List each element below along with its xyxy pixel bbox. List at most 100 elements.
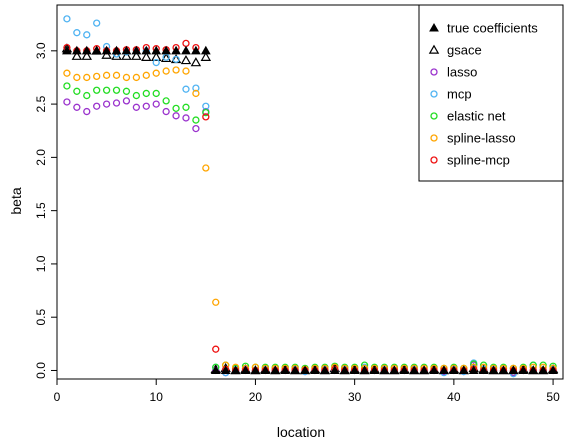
data-point (319, 365, 330, 375)
data-point (81, 45, 92, 55)
data-point (478, 365, 489, 375)
data-point (369, 365, 380, 375)
data-points (61, 15, 559, 378)
data-point (73, 29, 81, 37)
data-point (448, 365, 459, 375)
data-point (210, 365, 221, 375)
data-point (212, 298, 220, 306)
data-point (83, 73, 91, 82)
data-point (192, 124, 200, 133)
data-point (202, 108, 210, 117)
data-point (172, 112, 180, 120)
legend-marker (429, 22, 439, 32)
data-point (62, 45, 72, 55)
x-tick-label: 20 (249, 390, 263, 404)
data-point (240, 365, 251, 375)
data-point (200, 51, 212, 61)
data-point (112, 99, 121, 107)
data-point (290, 365, 301, 375)
y-tick-label: 1.5 (34, 202, 48, 219)
data-point (93, 72, 101, 81)
data-point (192, 116, 200, 124)
data-point (181, 45, 191, 55)
y-tick-label: 1.0 (34, 255, 48, 272)
data-point (389, 365, 400, 375)
data-point (83, 107, 91, 116)
y-tick-label: 2.0 (34, 149, 48, 166)
data-point (458, 365, 469, 375)
data-point (182, 67, 190, 75)
data-point (379, 365, 390, 375)
data-point (73, 73, 81, 82)
data-point (71, 50, 83, 60)
data-point (468, 365, 479, 375)
data-point (182, 85, 190, 93)
data-point (63, 15, 71, 23)
data-point (131, 50, 142, 60)
data-point (152, 58, 160, 67)
data-point (182, 103, 190, 111)
data-point (63, 82, 71, 90)
data-point (329, 365, 340, 375)
data-point (270, 365, 281, 375)
data-point (142, 89, 150, 98)
data-point (102, 100, 111, 108)
data-point (498, 365, 509, 375)
legend-marker (430, 68, 438, 76)
data-point (182, 114, 190, 122)
data-point (122, 97, 131, 105)
data-point (73, 103, 81, 111)
legend-box (418, 4, 564, 182)
data-point (280, 365, 291, 375)
data-point (488, 365, 499, 375)
legend-marker (428, 44, 440, 54)
data-point (132, 91, 141, 100)
data-point (152, 89, 160, 98)
data-point (150, 51, 162, 61)
data-point (83, 31, 91, 39)
legend-marker (430, 112, 438, 120)
data-point (180, 54, 192, 65)
y-tick-label: 3.0 (34, 42, 48, 59)
x-tick-label: 40 (447, 390, 461, 404)
y-axis-title: beta (8, 187, 24, 214)
y-tick-label: 0.0 (34, 362, 48, 379)
legend-label: spline-lasso (447, 131, 516, 146)
data-point (162, 67, 170, 75)
data-point (230, 365, 241, 375)
legend-label: true coefficients (447, 21, 538, 36)
data-point (111, 45, 122, 55)
data-point (260, 365, 271, 375)
data-point (202, 113, 210, 121)
data-point (172, 66, 180, 74)
data-point (71, 45, 82, 55)
data-point (190, 57, 202, 67)
data-point (192, 84, 200, 92)
legend-label: mcp (447, 87, 472, 102)
data-point (152, 69, 160, 77)
x-tick-label: 50 (546, 390, 560, 404)
data-point (93, 102, 101, 110)
data-point (122, 87, 131, 95)
data-point (212, 345, 220, 353)
legend-marker (430, 156, 438, 164)
data-point (142, 102, 150, 110)
data-point (141, 51, 152, 61)
x-tick-label: 30 (348, 390, 362, 404)
data-point (122, 73, 131, 82)
x-axis: 0 10 20 30 40 50 (54, 379, 560, 404)
data-point (310, 365, 320, 375)
data-point (101, 45, 112, 55)
data-point (151, 45, 162, 55)
x-tick-label: 10 (150, 390, 164, 404)
data-point (132, 73, 141, 82)
data-point (419, 365, 429, 375)
data-point (300, 365, 310, 375)
data-point (200, 45, 211, 55)
legend-label: gsace (447, 43, 482, 58)
data-point (172, 104, 180, 113)
data-point (191, 45, 201, 55)
data-point (439, 365, 449, 375)
data-point (131, 45, 142, 55)
